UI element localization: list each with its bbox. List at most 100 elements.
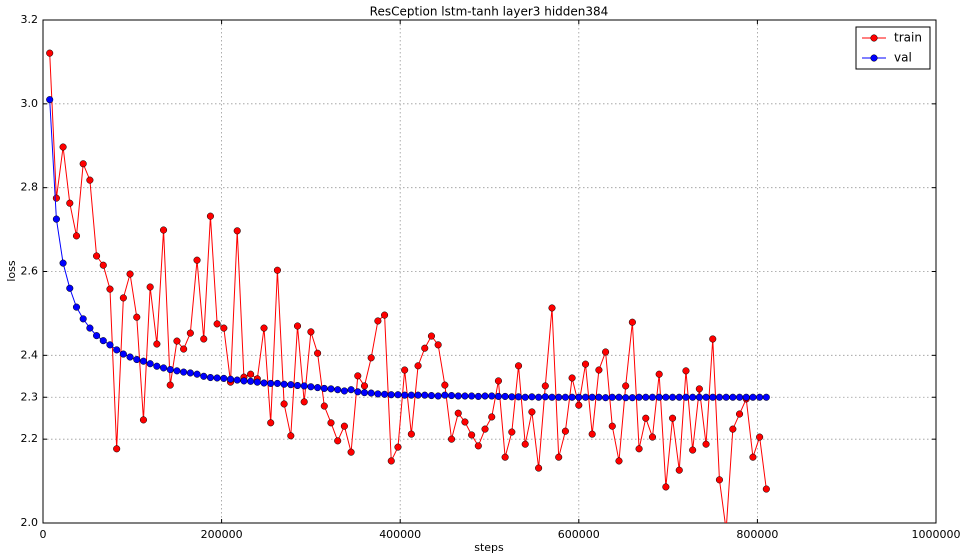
data-point <box>320 402 328 410</box>
data-point <box>233 227 241 235</box>
data-point <box>72 303 81 311</box>
data-point <box>59 259 67 267</box>
data-point <box>481 425 489 433</box>
data-point <box>581 393 590 401</box>
data-point <box>535 464 543 472</box>
data-point <box>173 367 181 375</box>
data-point <box>648 433 657 441</box>
data-point <box>635 445 643 453</box>
data-point <box>669 414 677 422</box>
data-point <box>702 393 710 401</box>
data-point <box>608 393 616 401</box>
data-point <box>689 446 697 454</box>
data-point <box>447 435 456 443</box>
data-point <box>695 385 703 393</box>
data-point <box>655 393 663 401</box>
data-point <box>220 324 228 332</box>
data-point <box>280 380 288 388</box>
data-point <box>119 350 127 358</box>
data-point <box>434 341 442 349</box>
data-point <box>260 324 268 332</box>
data-point <box>762 485 770 493</box>
data-point <box>622 382 630 390</box>
data-point <box>193 256 201 264</box>
data-point <box>421 344 429 352</box>
data-point <box>267 419 275 427</box>
data-point <box>689 393 697 401</box>
data-point <box>360 389 369 397</box>
data-point <box>66 199 74 207</box>
data-point <box>173 337 181 345</box>
data-point <box>715 476 723 484</box>
data-point <box>119 294 127 302</box>
data-point <box>568 374 576 382</box>
data-point <box>307 383 315 391</box>
data-point <box>153 340 161 348</box>
legend-label: val <box>894 51 912 65</box>
data-point <box>528 393 536 401</box>
data-point <box>206 373 214 382</box>
data-point <box>387 391 395 399</box>
data-point <box>514 362 523 370</box>
data-point <box>441 391 449 399</box>
data-point <box>555 453 563 461</box>
data-point <box>401 366 409 374</box>
data-point <box>548 393 556 401</box>
data-point <box>354 372 362 380</box>
data-point <box>434 392 442 400</box>
data-point <box>628 394 636 402</box>
data-point <box>314 384 322 392</box>
data-point <box>52 194 60 202</box>
data-point <box>293 322 302 330</box>
data-point <box>381 390 389 398</box>
data-point <box>414 362 422 370</box>
data-point <box>347 386 355 394</box>
data-point <box>702 440 710 448</box>
data-point <box>514 393 523 401</box>
data-point <box>628 318 636 326</box>
data-point <box>414 391 422 399</box>
data-point <box>394 391 402 399</box>
legend-marker <box>870 34 878 42</box>
data-point <box>93 332 101 340</box>
plot-area <box>46 49 770 523</box>
data-point <box>501 453 509 461</box>
data-point <box>622 394 630 402</box>
data-point <box>273 379 281 387</box>
data-point <box>334 437 342 445</box>
data-point <box>729 425 737 433</box>
data-point <box>340 422 348 430</box>
x-tick-label: 400000 <box>379 528 421 541</box>
data-point <box>367 354 375 362</box>
data-point <box>327 419 335 427</box>
data-point <box>287 381 295 389</box>
data-point <box>200 335 208 343</box>
data-point <box>146 360 154 368</box>
data-point <box>113 346 121 354</box>
data-point <box>568 393 576 401</box>
y-axis-label: loss <box>5 260 18 282</box>
legend-label: train <box>894 31 922 45</box>
data-point <box>474 392 482 400</box>
data-point <box>247 377 255 385</box>
data-point <box>421 391 429 399</box>
data-point <box>253 378 261 386</box>
data-point <box>494 377 502 385</box>
data-point <box>367 389 375 397</box>
data-point <box>287 432 295 440</box>
data-point <box>280 400 288 408</box>
data-point <box>374 390 382 398</box>
data-point <box>454 409 462 417</box>
data-point <box>146 283 154 291</box>
data-point <box>608 422 616 430</box>
data-point <box>521 440 529 448</box>
data-point <box>662 483 670 491</box>
data-point <box>153 362 161 370</box>
data-point <box>682 393 690 401</box>
data-point <box>541 393 549 401</box>
data-point <box>642 414 650 422</box>
data-point <box>360 382 369 390</box>
data-point <box>200 372 208 380</box>
data-point <box>595 366 603 374</box>
x-tick-label: 1000000 <box>912 528 961 541</box>
